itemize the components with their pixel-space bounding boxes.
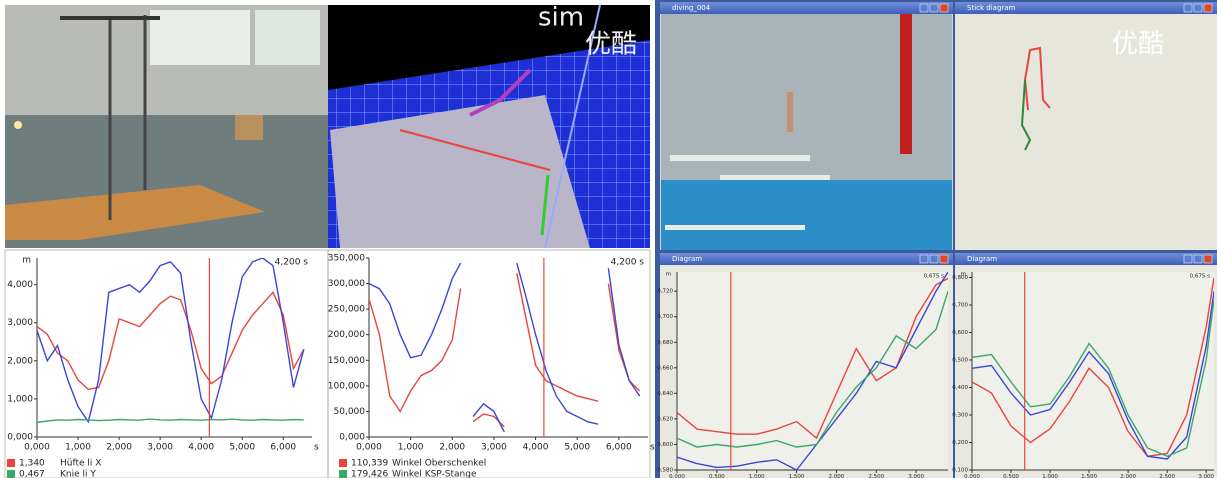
x-tick-label: 0,500 [1003, 474, 1019, 478]
charts: 0,000 1,000 2,000 3,000 4,000 0,000 1,000 2,000… [7, 254, 1215, 478]
watermark: sim [538, 3, 584, 33]
legend-label: Winkel Oberschenkel [392, 459, 486, 469]
cursor-label: 4,200 s [275, 258, 309, 268]
video-window: diving_004 [660, 2, 953, 250]
watermark: 优酷 [585, 30, 637, 60]
x-tick-label: 6,000 [270, 443, 296, 453]
x-tick-label: 2,000 [829, 474, 845, 478]
chart: 0,000 50,000 100,000 150,000 200,000 250,000 3… [328, 254, 655, 478]
cursor-label: 0,675 s [1190, 274, 1210, 280]
x-tick-label: 2,000 [106, 443, 132, 453]
y-tick-label: 350,000 [328, 254, 365, 264]
y-tick-label: 2,000 [7, 356, 33, 366]
legend-label: Knie li Y [60, 470, 96, 478]
x-tick-label: 3,000 [908, 474, 924, 478]
y-unit: m [666, 272, 671, 278]
x-tick-label: 5,000 [229, 443, 255, 453]
screenshot: sim 优酷 diving_004 Stick diagram 优酷 Diagr… [0, 0, 1217, 478]
window-title: Stick diagram [967, 4, 1016, 12]
plot-area [369, 258, 648, 437]
x-tick-label: 0,500 [709, 474, 725, 478]
legend-swatch [339, 470, 347, 478]
x-tick-label: 5,000 [564, 443, 590, 453]
gym-video [5, 5, 328, 248]
plot-area [677, 272, 948, 470]
y-tick-label: 0,620 [657, 416, 673, 422]
x-tick-label: 0,000 [669, 474, 685, 478]
y-tick-label: 4,000 [7, 280, 33, 290]
chart: 0,1000,2000,3000,4000,5000,6000,7000,800… [952, 272, 1214, 478]
y-tick-label: 0,580 [657, 468, 673, 474]
stick-window: Stick diagram 优酷 [955, 2, 1217, 250]
x-tick-label: 2,000 [439, 443, 465, 453]
plot-area [972, 272, 1214, 470]
watermark: 优酷 [1112, 30, 1164, 60]
x-tick-label: 0,000 [356, 443, 382, 453]
y-tick-label: 200,000 [328, 330, 365, 340]
x-tick-label: 1,500 [1081, 474, 1097, 478]
y-tick-label: 150,000 [328, 356, 365, 366]
y-tick-label: 0,500 [952, 358, 968, 364]
legend-readout: 0,467 [19, 470, 45, 478]
y-unit: m [22, 256, 31, 266]
x-tick-label: 0,000 [964, 474, 980, 478]
y-unit: m [961, 272, 966, 278]
y-tick-label: 100,000 [328, 381, 365, 391]
cursor-label: 0,675 s [924, 274, 944, 280]
legend-swatch [7, 459, 15, 467]
y-tick-label: 0,000 [339, 433, 365, 443]
y-tick-label: 0,700 [657, 314, 673, 320]
y-tick-label: 0,660 [657, 365, 673, 371]
window-title: Diagram [967, 255, 997, 263]
x-tick-label: 1,500 [789, 474, 805, 478]
legend-swatch [339, 459, 347, 467]
y-tick-label: 250,000 [328, 305, 365, 315]
x-unit: s [650, 443, 655, 453]
y-tick-label: 0,300 [952, 413, 968, 419]
y-tick-label: 0,720 [657, 289, 673, 295]
y-tick-label: 0,000 [7, 433, 33, 443]
y-tick-label: 50,000 [334, 407, 366, 417]
x-tick-label: 3,000 [147, 443, 173, 453]
x-tick-label: 2,500 [868, 474, 884, 478]
x-tick-label: 0,000 [24, 443, 50, 453]
cursor-label: 4,200 s [611, 258, 645, 268]
y-tick-label: 0,100 [952, 468, 968, 474]
x-tick-label: 6,000 [606, 443, 632, 453]
x-tick-label: 3,000 [1198, 474, 1214, 478]
window-title: diving_004 [672, 4, 711, 12]
y-tick-label: 0,600 [952, 330, 968, 336]
legend-swatch [7, 470, 15, 478]
chart: 0,580 0,600 0,620 0,640 0,660 0,680 0,700 0,720… [657, 272, 948, 478]
x-tick-label: 4,000 [188, 443, 214, 453]
y-tick-label: 1,000 [7, 394, 33, 404]
x-tick-label: 1,000 [65, 443, 91, 453]
x-tick-label: 2,000 [1120, 474, 1136, 478]
x-tick-label: 1,000 [1042, 474, 1058, 478]
legend-readout: 110,339 [351, 459, 388, 469]
y-tick-label: 3,000 [7, 318, 33, 328]
x-tick-label: 1,000 [749, 474, 765, 478]
x-tick-label: 4,000 [523, 443, 549, 453]
window-title: Diagram [672, 255, 702, 263]
y-tick-label: 0,700 [952, 303, 968, 309]
legend-readout: 179,426 [351, 470, 388, 478]
y-tick-label: 0,640 [657, 391, 673, 397]
legend-readout: 1,340 [19, 459, 45, 469]
x-tick-label: 2,500 [1159, 474, 1175, 478]
y-tick-label: 0,680 [657, 340, 673, 346]
x-unit: s [314, 443, 319, 453]
y-tick-label: 0,400 [952, 385, 968, 391]
y-tick-label: 0,600 [657, 442, 673, 448]
y-tick-label: 300,000 [328, 279, 365, 289]
legend-label: Winkel KSP-Stange [392, 470, 477, 478]
plot-area [37, 258, 312, 437]
3d-scene: sim 优酷 [328, 3, 650, 249]
legend-label: Hüfte li X [60, 459, 101, 469]
y-tick-label: 0,200 [952, 440, 968, 446]
x-tick-label: 1,000 [398, 443, 424, 453]
x-tick-label: 3,000 [481, 443, 507, 453]
